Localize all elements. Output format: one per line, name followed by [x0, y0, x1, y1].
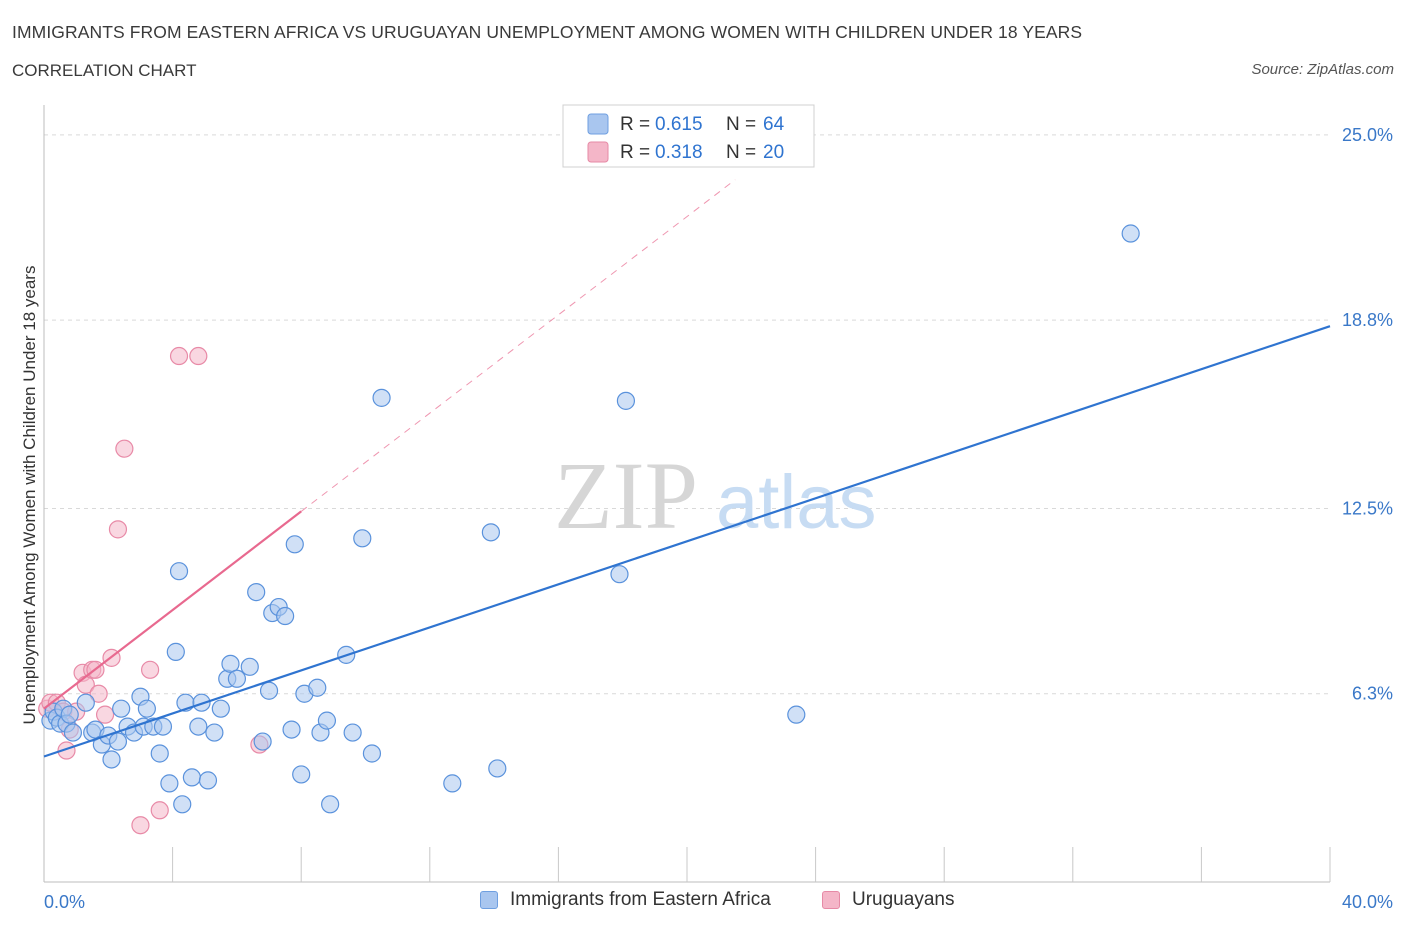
point-eastern-africa — [787, 705, 806, 724]
point-eastern-africa — [182, 768, 201, 787]
correlation-legend: R = 0.615 N = 64 R = 0.318 N = 20 — [562, 104, 815, 168]
y-tick-label: 12.5% — [1342, 498, 1393, 518]
trendline-uruguayans — [43, 510, 302, 710]
legend-label-eastern-africa: Immigrants from Eastern Africa — [510, 889, 771, 910]
y-tick-label: 6.3% — [1352, 684, 1393, 704]
point-eastern-africa — [282, 720, 301, 739]
legend-n-value-pink: 20 — [763, 142, 784, 163]
legend-n-label-pink: N = — [726, 142, 756, 163]
watermark-zip: ZIP — [554, 442, 698, 549]
point-eastern-africa — [259, 681, 279, 700]
trendline-eastern-africa — [43, 325, 1331, 758]
legend-swatch-pink — [587, 141, 609, 163]
point-eastern-africa — [1121, 224, 1140, 243]
grid — [44, 134, 1330, 695]
x-tick-label-min: 0.0% — [44, 892, 85, 912]
x-tick-labels: 0.0% 40.0% — [44, 892, 1393, 912]
series-eastern-africa-points — [41, 224, 1140, 814]
legend-r-label-pink: R = — [620, 142, 650, 163]
x-ticks — [172, 847, 1331, 882]
point-eastern-africa — [227, 669, 246, 688]
legend-n-value-blue: 64 — [763, 114, 785, 135]
source-note: Source: ZipAtlas.com — [1251, 61, 1394, 78]
trendline-uruguayans-extrapolated — [300, 179, 736, 512]
point-eastern-africa — [240, 657, 259, 676]
point-eastern-africa — [353, 529, 372, 548]
trend-lines — [43, 179, 1331, 758]
legend-item-uruguayans[interactable]: Uruguayans — [822, 889, 954, 911]
legend-swatch-uruguayans — [822, 891, 840, 909]
point-eastern-africa — [616, 391, 636, 410]
point-uruguayans — [189, 346, 208, 366]
series-legend: Immigrants from Eastern Africa Uruguayan… — [0, 889, 1406, 915]
legend-swatch-blue — [587, 113, 609, 135]
point-eastern-africa — [108, 732, 128, 751]
legend-item-eastern-africa[interactable]: Immigrants from Eastern Africa — [480, 889, 771, 911]
point-eastern-africa — [362, 744, 382, 763]
point-eastern-africa — [169, 562, 189, 581]
point-eastern-africa — [189, 717, 208, 736]
y-tick-label: 25.0% — [1342, 125, 1393, 145]
point-uruguayans — [140, 660, 160, 679]
point-uruguayans — [169, 346, 189, 366]
point-eastern-africa — [253, 732, 272, 751]
point-eastern-africa — [317, 711, 337, 730]
point-uruguayans — [89, 684, 108, 703]
legend-swatch-eastern-africa — [480, 891, 498, 909]
point-eastern-africa — [481, 523, 500, 542]
point-eastern-africa — [610, 565, 629, 584]
point-eastern-africa — [137, 699, 156, 718]
point-uruguayans — [95, 705, 115, 724]
point-uruguayans — [57, 741, 76, 760]
point-eastern-africa — [173, 795, 192, 814]
point-eastern-africa — [211, 699, 230, 718]
point-uruguayans — [131, 816, 150, 835]
point-eastern-africa — [276, 606, 295, 626]
point-uruguayans — [115, 439, 134, 458]
point-eastern-africa — [102, 750, 121, 769]
legend-label-uruguayans: Uruguayans — [852, 889, 955, 910]
point-eastern-africa — [321, 795, 340, 814]
chart-title: IMMIGRANTS FROM EASTERN AFRICA VS URUGUA… — [12, 22, 1083, 42]
zipatlas-watermark: ZIP atlas — [554, 442, 877, 549]
point-eastern-africa — [150, 744, 169, 763]
point-eastern-africa — [60, 705, 79, 724]
point-eastern-africa — [153, 717, 173, 736]
point-eastern-africa — [63, 723, 83, 742]
point-eastern-africa — [443, 774, 462, 793]
point-eastern-africa — [76, 693, 95, 712]
legend-r-label-blue: R = — [620, 114, 650, 135]
point-eastern-africa — [166, 642, 185, 661]
point-eastern-africa — [221, 654, 240, 673]
x-tick-label-max: 40.0% — [1342, 892, 1393, 912]
point-eastern-africa — [308, 678, 327, 697]
point-eastern-africa — [247, 583, 266, 602]
watermark-atlas: atlas — [716, 460, 877, 545]
point-eastern-africa — [343, 723, 362, 742]
chart-subtitle: CORRELATION CHART — [12, 61, 197, 80]
point-uruguayans — [108, 520, 128, 539]
point-eastern-africa — [292, 765, 311, 784]
point-eastern-africa — [488, 759, 507, 778]
point-eastern-africa — [112, 699, 131, 718]
point-eastern-africa — [205, 723, 224, 742]
point-eastern-africa — [198, 771, 218, 790]
point-uruguayans — [150, 801, 169, 820]
point-eastern-africa — [372, 388, 391, 407]
legend-r-value-pink: 0.318 — [655, 142, 703, 163]
point-eastern-africa — [160, 774, 179, 793]
point-eastern-africa — [285, 535, 304, 554]
legend-n-label-blue: N = — [726, 114, 756, 135]
legend-r-value-blue: 0.615 — [655, 114, 703, 135]
series-uruguayans-points — [38, 346, 269, 835]
y-tick-label: 18.8% — [1342, 310, 1393, 330]
y-tick-labels: 6.3% 12.5% 18.8% 25.0% — [1342, 125, 1393, 704]
